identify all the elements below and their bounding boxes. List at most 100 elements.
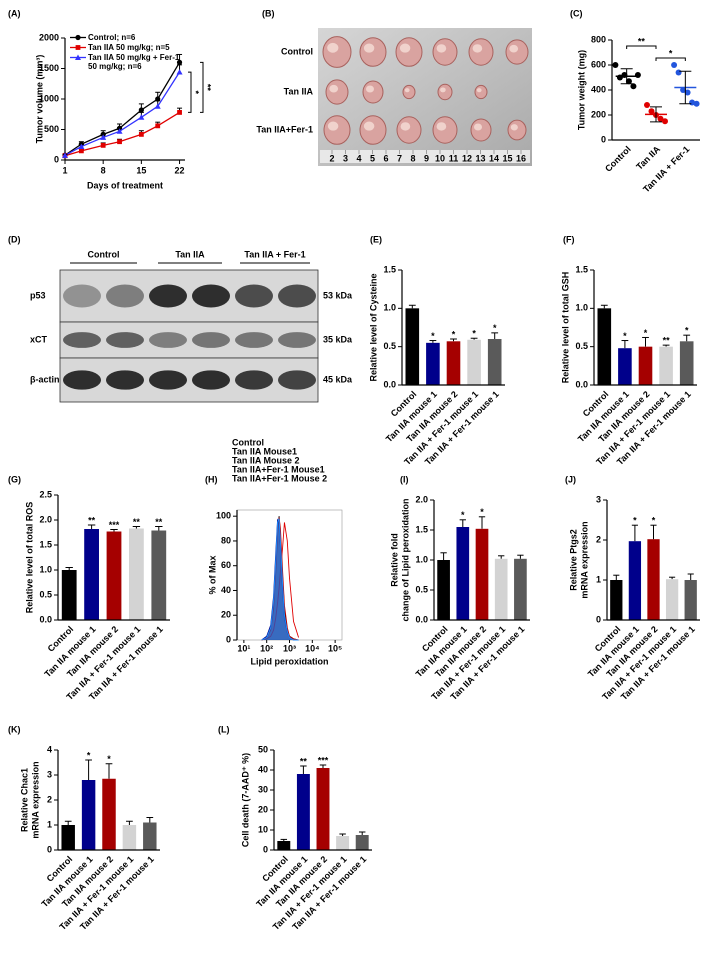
y-axis-label: Relative level of total GSH (560, 272, 570, 384)
band (63, 284, 101, 308)
bracket (200, 61, 204, 113)
panel-label: (B) (262, 8, 275, 18)
y-tick-label: 0 (47, 844, 52, 854)
bar (106, 531, 122, 620)
significance: * (669, 48, 673, 58)
y-tick-label: 2 (596, 534, 601, 544)
group-label: Control (88, 249, 120, 259)
panel-label: (D) (8, 234, 21, 244)
band (63, 332, 101, 348)
y-axis-label: mRNA expression (579, 521, 589, 598)
y-tick-label: 1.0 (383, 303, 396, 313)
photo (318, 28, 532, 166)
band (278, 284, 316, 308)
y-tick-label: 1.5 (383, 264, 396, 274)
tumor-highlight (436, 44, 447, 53)
significance: ** (638, 36, 646, 46)
significance: * (461, 510, 465, 520)
ruler-label: 3 (343, 153, 348, 163)
y-tick-label: 40 (258, 764, 268, 774)
legend-icon (70, 34, 86, 41)
y-tick-label: 1.5 (575, 264, 588, 274)
bar (336, 836, 350, 850)
y-tick-label: 2 (47, 794, 52, 804)
x-tick-label: 10³ (283, 643, 296, 653)
legend-marker (75, 45, 81, 50)
band (106, 370, 144, 390)
significance: * (633, 516, 637, 526)
ruler-label: 10 (435, 153, 445, 163)
point (634, 72, 641, 78)
bar (129, 528, 144, 620)
legend-entry: Control; n=6 (70, 33, 186, 42)
ruler-label: 7 (397, 153, 402, 163)
panel-label: (C) (570, 8, 583, 18)
tumor-highlight (436, 122, 447, 131)
bar (277, 841, 291, 850)
y-tick-label: 1000 (39, 93, 59, 103)
point (625, 78, 632, 85)
significance: *** (109, 520, 120, 530)
marker (100, 134, 107, 140)
tumor (432, 116, 458, 144)
significance: * (191, 91, 201, 95)
bar (494, 558, 508, 620)
x-tick-label: 1 (62, 165, 67, 175)
significance: * (87, 750, 91, 760)
y-tick-label: 2.0 (39, 514, 52, 524)
panel-label: (E) (370, 234, 382, 244)
point (675, 69, 682, 76)
tumor (362, 80, 384, 104)
bar (618, 348, 632, 385)
point (662, 118, 668, 125)
ruler-label: 4 (356, 153, 361, 163)
marker (116, 128, 123, 134)
y-tick-label: 0 (596, 614, 601, 624)
tumor (323, 115, 351, 145)
marker (138, 107, 144, 113)
y-tick-label: 40 (221, 585, 231, 595)
bracket (188, 71, 192, 113)
tumor (325, 79, 349, 105)
significance: ** (155, 517, 163, 527)
x-tick-label: Control (603, 144, 633, 174)
y-tick-label: 3 (47, 769, 52, 779)
significance: * (480, 507, 484, 517)
tumor (359, 37, 387, 67)
legend-label: Control; n=6 (88, 33, 136, 42)
ruler-label: 13 (475, 153, 485, 163)
band (278, 370, 316, 390)
y-tick-label: 80 (221, 535, 231, 545)
panel-label: (H) (205, 474, 218, 484)
x-tick-label: 22 (175, 165, 185, 175)
bar (355, 835, 369, 850)
y-axis-label: Relative Ptgs2 (568, 529, 578, 591)
x-tick-label: 10¹ (237, 643, 250, 653)
significance: * (652, 516, 656, 526)
blot-strip (59, 357, 319, 403)
ruler-label: 16 (516, 153, 526, 163)
bar (665, 579, 679, 620)
tumor-highlight (509, 44, 519, 53)
y-axis-label: Tumor volume (mm³) (34, 55, 44, 144)
bar (659, 346, 673, 385)
panel-label: (J) (565, 474, 576, 484)
y-axis-label: % of Max (207, 555, 217, 594)
y-tick-label: 30 (258, 784, 268, 794)
ruler-label: 11 (449, 153, 459, 163)
y-tick-label: 600 (591, 59, 606, 69)
y-tick-label: 0.0 (383, 379, 396, 389)
tumor-highlight (440, 87, 446, 93)
row-label: Tan IIA (284, 86, 314, 96)
row-label: β-actin (30, 374, 60, 384)
y-tick-label: 200 (591, 109, 606, 119)
y-tick-label: 20 (258, 804, 268, 814)
ruler-label: 8 (410, 153, 415, 163)
y-axis-label: change of Lipid peroxidation (400, 498, 410, 621)
x-tick-label: 10⁴ (305, 643, 319, 653)
y-axis-label: Cell death (7-AAD⁺ %) (240, 753, 250, 847)
tumor-highlight (400, 122, 411, 131)
significance: ** (300, 756, 308, 766)
marker (155, 96, 161, 102)
histogram-curve (261, 518, 299, 641)
